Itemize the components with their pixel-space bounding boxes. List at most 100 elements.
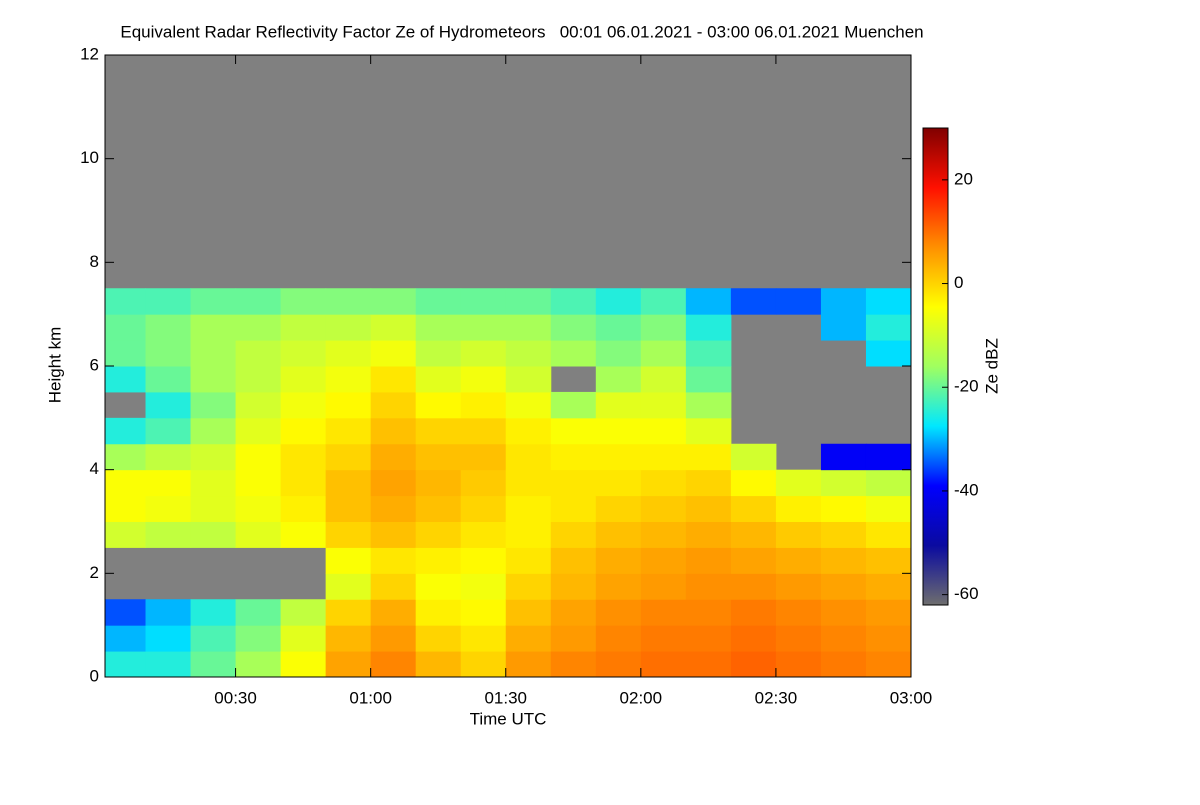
heatmap-cell — [865, 625, 912, 652]
heatmap-cell — [460, 599, 507, 626]
heatmap-cell — [190, 340, 237, 367]
heatmap-cell — [640, 391, 687, 419]
heatmap-cell — [370, 340, 417, 367]
heatmap-cell — [865, 340, 912, 367]
y-tick-label: 12 — [80, 44, 99, 63]
heatmap-cell — [190, 443, 237, 471]
heatmap-cell — [325, 599, 372, 626]
heatmap-cell — [370, 391, 417, 419]
heatmap-cell — [820, 495, 867, 522]
y-tick-label: 2 — [90, 563, 99, 582]
heatmap-cell — [550, 443, 597, 471]
heatmap-cell — [640, 625, 687, 652]
heatmap-cell — [820, 288, 867, 315]
heatmap-cell — [460, 314, 507, 341]
heatmap-cell — [415, 366, 462, 393]
heatmap-cell — [640, 469, 687, 497]
heatmap-cell — [325, 340, 372, 367]
heatmap-cell — [505, 651, 552, 678]
heatmap-cell — [550, 469, 597, 497]
heatmap-cell — [820, 469, 867, 497]
heatmap-cell — [550, 288, 597, 315]
heatmap-cell — [460, 469, 507, 497]
heatmap-cell — [105, 521, 147, 548]
heatmap-cell — [370, 366, 417, 393]
heatmap-cell — [235, 417, 282, 445]
colorbar-tick-label: -60 — [954, 584, 979, 603]
heatmap-cell — [505, 340, 552, 367]
colorbar-tick-label: 20 — [954, 169, 973, 188]
heatmap-cell — [460, 547, 507, 574]
heatmap-cell — [775, 495, 822, 522]
heatmap-cell — [415, 288, 462, 315]
heatmap-cell — [685, 340, 732, 367]
heatmap-cell — [145, 495, 192, 522]
heatmap-cell — [190, 469, 237, 497]
x-tick-label: 02:30 — [755, 688, 798, 707]
heatmap-cell — [145, 469, 192, 497]
heatmap-cell — [190, 625, 237, 652]
heatmap-cell — [145, 391, 192, 419]
heatmap-cell — [640, 417, 687, 445]
heatmap-cell — [460, 340, 507, 367]
heatmap-cell — [370, 521, 417, 548]
heatmap-cell — [235, 625, 282, 652]
heatmap-cell — [325, 443, 372, 471]
heatmap-cell — [550, 573, 597, 600]
heatmap-cell — [775, 573, 822, 600]
heatmap-cell — [640, 288, 687, 315]
heatmap-cell — [415, 599, 462, 626]
heatmap-cell — [105, 288, 147, 315]
heatmap-cell — [640, 340, 687, 367]
y-tick-label: 6 — [90, 355, 99, 374]
heatmap-cell — [640, 314, 687, 341]
heatmap-cell — [280, 314, 327, 341]
heatmap-cell — [145, 599, 192, 626]
heatmap-cell — [595, 288, 642, 315]
heatmap-cell — [325, 495, 372, 522]
heatmap-cell — [730, 495, 777, 522]
heatmap-cell — [105, 495, 147, 522]
heatmap-cell — [325, 288, 372, 315]
heatmap-cell — [105, 443, 147, 471]
heatmap-cell — [505, 599, 552, 626]
heatmap-cell — [685, 547, 732, 574]
heatmap-cell — [730, 547, 777, 574]
heatmap-cell — [775, 547, 822, 574]
heatmap-cell — [415, 521, 462, 548]
heatmap-cell — [145, 340, 192, 367]
heatmap-cell — [595, 625, 642, 652]
colorbar-tick-label: -40 — [954, 480, 979, 499]
heatmap-cell — [145, 521, 192, 548]
heatmap-cell — [730, 469, 777, 497]
heatmap-cell — [595, 495, 642, 522]
heatmap-cell — [460, 651, 507, 678]
heatmap-cell — [190, 599, 237, 626]
heatmap-cell — [505, 417, 552, 445]
heatmap-cell — [460, 391, 507, 419]
heatmap-cell — [235, 443, 282, 471]
heatmap-cell — [820, 573, 867, 600]
heatmap-cell — [370, 625, 417, 652]
heatmap-cell — [550, 314, 597, 341]
heatmap-cell — [280, 651, 327, 678]
heatmap-cell — [370, 314, 417, 341]
heatmap-cell — [235, 469, 282, 497]
x-tick-label: 00:30 — [214, 688, 257, 707]
heatmap-cell — [865, 495, 912, 522]
heatmap-cell — [280, 288, 327, 315]
heatmap-cell — [685, 366, 732, 393]
heatmap-cell — [235, 314, 282, 341]
heatmap-cell — [105, 651, 147, 678]
heatmap-cell — [370, 573, 417, 600]
heatmap-cell — [370, 599, 417, 626]
heatmap-cell — [460, 443, 507, 471]
heatmap-cell — [460, 573, 507, 600]
heatmap-cell — [820, 547, 867, 574]
heatmap-cell — [595, 340, 642, 367]
heatmap-cell — [280, 417, 327, 445]
heatmap-cell — [685, 573, 732, 600]
heatmap-cell — [685, 521, 732, 548]
heatmap-cell — [145, 651, 192, 678]
heatmap-cell — [460, 366, 507, 393]
